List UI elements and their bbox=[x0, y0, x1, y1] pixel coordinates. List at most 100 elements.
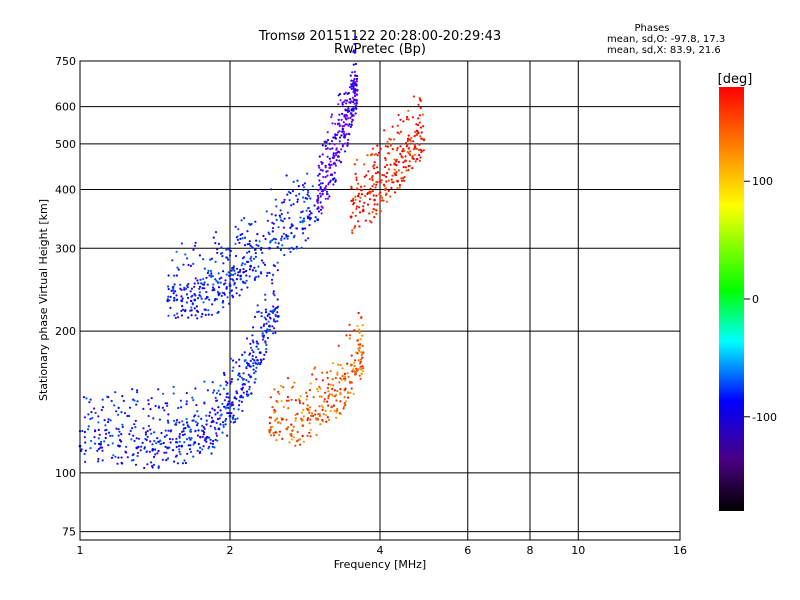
data-point bbox=[316, 417, 320, 421]
data-point bbox=[294, 419, 297, 422]
data-point bbox=[212, 391, 215, 394]
data-point bbox=[373, 198, 376, 202]
data-point bbox=[324, 175, 327, 179]
data-point bbox=[257, 275, 260, 278]
data-point bbox=[107, 418, 110, 421]
data-point bbox=[306, 404, 309, 407]
data-point bbox=[354, 359, 357, 362]
data-point bbox=[228, 302, 231, 305]
data-point bbox=[356, 339, 359, 342]
data-point bbox=[207, 447, 210, 450]
data-point bbox=[327, 404, 330, 407]
data-point bbox=[376, 144, 379, 147]
data-point bbox=[363, 163, 366, 166]
data-point bbox=[116, 462, 119, 465]
data-point bbox=[97, 415, 100, 418]
data-point bbox=[352, 392, 355, 396]
data-point bbox=[350, 83, 353, 86]
data-point bbox=[344, 150, 347, 153]
data-point bbox=[257, 244, 260, 247]
data-point bbox=[328, 393, 331, 396]
data-point bbox=[249, 346, 253, 349]
data-point bbox=[136, 389, 139, 392]
data-point bbox=[356, 74, 359, 78]
data-point bbox=[388, 168, 391, 171]
data-point bbox=[163, 451, 166, 454]
data-point bbox=[393, 168, 396, 171]
y-axis-label: Stationary phase Virtual Height [km] bbox=[37, 199, 50, 401]
data-point bbox=[117, 434, 120, 437]
data-point bbox=[338, 124, 341, 127]
data-point bbox=[176, 312, 179, 315]
data-point bbox=[301, 221, 304, 224]
data-point bbox=[225, 286, 228, 289]
data-point bbox=[317, 189, 320, 192]
data-point bbox=[249, 359, 252, 362]
data-point bbox=[279, 248, 282, 251]
data-point bbox=[334, 122, 337, 125]
data-point bbox=[341, 128, 344, 131]
data-point bbox=[321, 193, 324, 196]
data-point bbox=[205, 290, 208, 294]
data-point bbox=[260, 361, 263, 364]
data-point bbox=[282, 200, 286, 204]
data-point bbox=[110, 456, 114, 459]
data-point bbox=[316, 198, 320, 202]
data-point bbox=[361, 324, 364, 327]
data-point bbox=[343, 100, 346, 103]
data-point bbox=[318, 414, 321, 418]
data-point bbox=[339, 400, 342, 403]
data-point bbox=[175, 294, 178, 297]
data-point bbox=[229, 249, 232, 253]
data-point bbox=[409, 150, 412, 153]
data-point bbox=[136, 446, 139, 449]
data-point bbox=[235, 286, 238, 289]
data-point bbox=[262, 234, 265, 238]
data-point bbox=[202, 445, 205, 448]
data-point bbox=[269, 240, 272, 243]
data-point bbox=[180, 406, 183, 409]
data-point bbox=[262, 335, 265, 339]
data-point bbox=[355, 207, 358, 210]
data-point bbox=[254, 361, 257, 364]
data-point bbox=[201, 448, 204, 451]
data-point bbox=[298, 398, 301, 401]
data-point bbox=[395, 171, 398, 174]
data-point bbox=[270, 278, 274, 281]
data-point bbox=[380, 210, 383, 213]
data-point bbox=[94, 411, 97, 415]
data-point bbox=[219, 281, 222, 284]
data-point bbox=[159, 439, 162, 442]
data-point bbox=[238, 241, 241, 244]
data-point bbox=[313, 220, 317, 223]
data-point bbox=[237, 404, 241, 407]
data-point bbox=[229, 277, 232, 281]
data-point bbox=[366, 154, 369, 157]
data-point bbox=[187, 282, 190, 286]
data-point bbox=[183, 441, 186, 444]
data-point bbox=[228, 414, 232, 418]
data-point bbox=[420, 131, 423, 134]
data-point bbox=[224, 417, 228, 421]
data-point bbox=[350, 123, 353, 127]
data-point bbox=[151, 443, 154, 446]
data-point bbox=[312, 396, 315, 399]
data-point bbox=[318, 412, 321, 416]
data-point bbox=[271, 282, 274, 285]
data-point bbox=[390, 178, 393, 181]
data-point bbox=[245, 379, 248, 382]
data-point bbox=[254, 220, 257, 223]
data-point bbox=[210, 313, 214, 316]
data-point bbox=[254, 248, 257, 251]
data-point bbox=[131, 388, 134, 391]
data-point bbox=[188, 436, 191, 439]
data-point bbox=[120, 456, 123, 459]
data-point bbox=[243, 217, 246, 220]
data-point bbox=[354, 62, 357, 66]
data-point bbox=[265, 350, 268, 354]
data-point bbox=[205, 419, 208, 422]
data-point bbox=[306, 193, 309, 196]
x-axis-label: Frequency [MHz] bbox=[334, 558, 426, 571]
data-point bbox=[265, 318, 268, 321]
data-point bbox=[315, 433, 318, 437]
